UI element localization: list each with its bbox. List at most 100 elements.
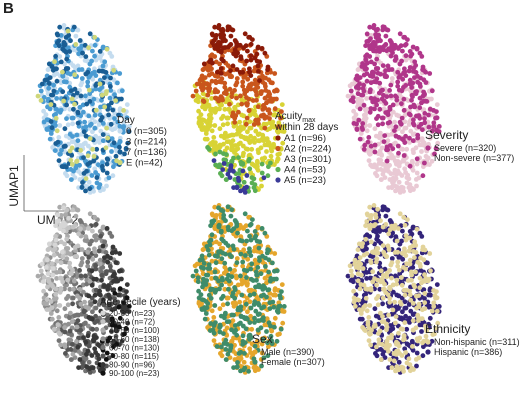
point-severity [400, 48, 405, 54]
point-sex [242, 351, 247, 356]
point-severity [405, 172, 411, 178]
point-severity [363, 43, 368, 49]
point-age [72, 313, 78, 318]
point-age [93, 313, 98, 319]
point-sex [272, 324, 277, 330]
point-day [56, 158, 62, 164]
point-severity [358, 131, 364, 136]
point-sex [278, 295, 283, 301]
point-ethnicity [422, 300, 428, 306]
point-severity [393, 124, 399, 130]
point-age [64, 256, 70, 262]
point-ethnicity [406, 248, 412, 254]
point-day [54, 78, 60, 84]
point-sex [231, 312, 237, 318]
point-age [65, 277, 70, 283]
point-sex [276, 304, 282, 309]
point-acuity [212, 89, 218, 95]
point-ethnicity [360, 266, 366, 271]
point-acuity [245, 129, 250, 135]
point-acuity [268, 160, 273, 166]
point-severity [367, 24, 373, 30]
point-severity [355, 67, 361, 73]
point-sex [260, 337, 266, 342]
point-ethnicity [413, 269, 418, 275]
point-acuity [219, 27, 225, 33]
point-day [95, 162, 101, 168]
point-day [68, 157, 74, 163]
legend-label-age: 50-60 (n=138) [109, 335, 160, 344]
point-sex [255, 265, 261, 270]
point-sex [245, 256, 251, 262]
point-ethnicity [384, 327, 389, 333]
point-ethnicity [402, 299, 408, 305]
point-sex [267, 306, 273, 311]
legend-marker-sex [252, 349, 258, 355]
point-sex [244, 295, 250, 301]
point-age [103, 357, 109, 362]
point-day [100, 63, 106, 69]
point-acuity [231, 168, 236, 174]
point-acuity [262, 50, 268, 56]
point-age [52, 242, 58, 248]
point-acuity [220, 167, 226, 173]
point-ethnicity [407, 257, 413, 263]
point-acuity [209, 128, 215, 134]
point-sex [211, 330, 217, 336]
point-ethnicity [366, 338, 372, 343]
point-ethnicity [359, 316, 365, 322]
point-age [89, 268, 95, 274]
point-day [83, 54, 89, 59]
point-acuity [223, 130, 228, 136]
point-acuity [216, 40, 221, 45]
point-ethnicity [375, 277, 380, 283]
point-acuity [236, 155, 241, 161]
point-age [48, 311, 54, 316]
point-ethnicity [386, 348, 391, 354]
point-ethnicity [420, 340, 425, 346]
point-sex [253, 233, 259, 239]
point-acuity [219, 76, 225, 82]
legend-marker-acuity [275, 177, 281, 183]
point-severity [407, 135, 412, 141]
point-sex [207, 266, 213, 271]
point-severity [364, 128, 370, 134]
point-severity [434, 109, 439, 114]
point-sex [259, 226, 265, 231]
point-severity [378, 157, 384, 163]
point-severity [367, 109, 373, 115]
point-acuity [250, 162, 256, 168]
point-day [93, 107, 99, 113]
point-age [89, 282, 95, 288]
point-sex [212, 303, 218, 308]
point-acuity [240, 168, 246, 174]
point-ethnicity [400, 365, 406, 371]
point-ethnicity [361, 262, 367, 267]
point-ethnicity [399, 282, 405, 288]
point-day [117, 144, 122, 150]
point-acuity [230, 63, 236, 69]
point-age [117, 268, 122, 274]
point-acuity [244, 95, 249, 100]
point-acuity [251, 68, 257, 74]
point-acuity [248, 86, 254, 92]
point-day [123, 146, 129, 151]
point-ethnicity [402, 246, 407, 252]
point-sex [281, 304, 287, 309]
point-age [44, 297, 50, 302]
point-age [61, 228, 66, 234]
point-sex [261, 283, 266, 289]
point-severity [429, 88, 435, 94]
point-severity [392, 128, 397, 134]
point-acuity [241, 126, 246, 131]
point-ethnicity [407, 362, 413, 367]
point-day [92, 166, 98, 172]
point-age [44, 307, 50, 312]
point-severity [375, 70, 381, 76]
point-severity [395, 143, 401, 149]
point-age [53, 303, 58, 308]
point-sex [254, 277, 259, 283]
point-day [92, 34, 98, 40]
point-severity [411, 122, 417, 128]
point-acuity [219, 95, 225, 101]
